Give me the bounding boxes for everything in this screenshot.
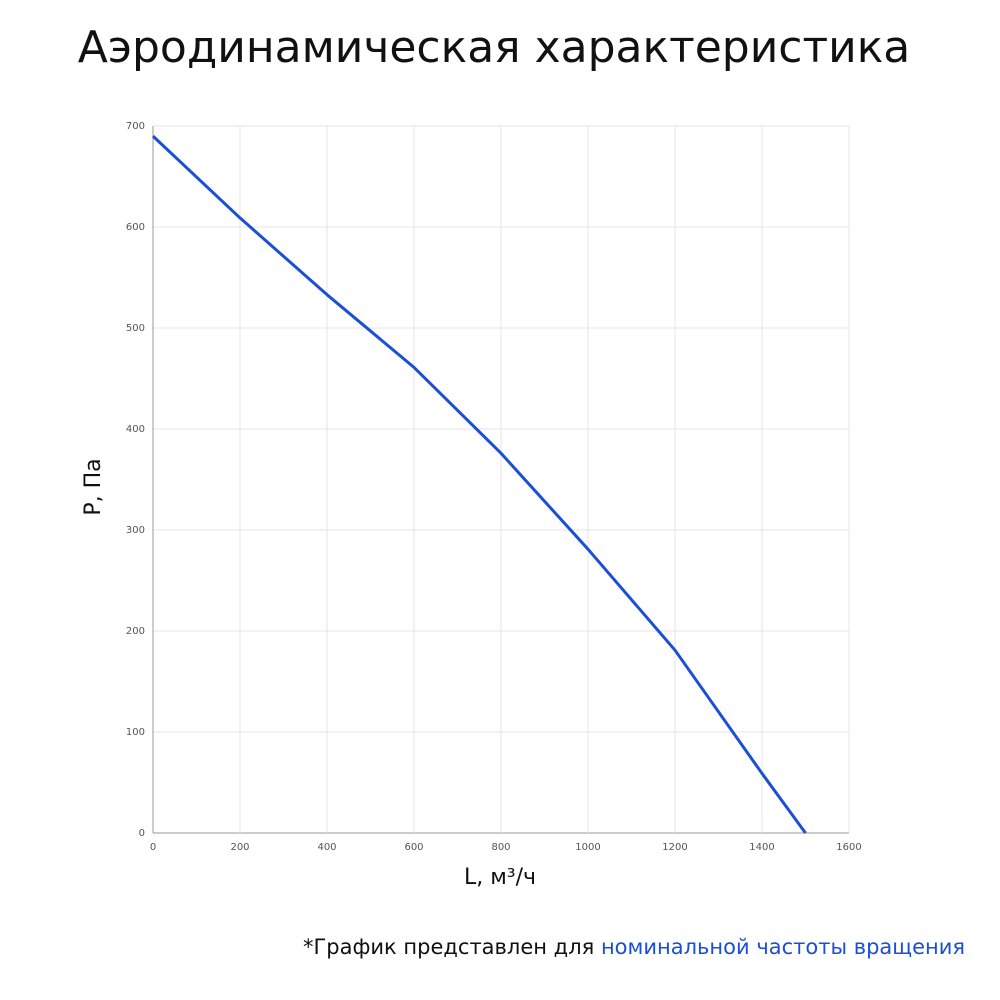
data-line xyxy=(151,135,807,834)
x-tick-label: 0 xyxy=(150,842,156,853)
y-tick-label: 0 xyxy=(139,828,145,839)
footnote-text: *График представлен для xyxy=(303,935,594,959)
footnote-highlight: номинальной частоты вращения xyxy=(601,935,965,959)
y-tick-label: 700 xyxy=(126,121,145,132)
y-tick-label: 100 xyxy=(126,727,145,738)
x-tick-label: 400 xyxy=(317,842,336,853)
y-axis-title: P, Па xyxy=(81,458,106,515)
y-tick-label: 500 xyxy=(126,323,145,334)
y-tick-label: 200 xyxy=(126,626,145,637)
chart-title: Аэродинамическая характеристика xyxy=(78,22,911,73)
x-tick-label: 1600 xyxy=(836,842,861,853)
x-tick-label: 600 xyxy=(404,842,423,853)
x-axis-title: L, м³/ч xyxy=(464,865,536,890)
y-tick-label: 400 xyxy=(126,424,145,435)
y-tick-label: 600 xyxy=(126,222,145,233)
x-tick-label: 1000 xyxy=(575,842,600,853)
x-tick-label: 1400 xyxy=(749,842,774,853)
footnote: *График представлен для номинальной част… xyxy=(303,935,965,959)
x-tick-label: 1200 xyxy=(662,842,687,853)
x-tick-label: 800 xyxy=(491,842,510,853)
x-tick-label: 200 xyxy=(230,842,249,853)
y-tick-label: 300 xyxy=(126,525,145,536)
